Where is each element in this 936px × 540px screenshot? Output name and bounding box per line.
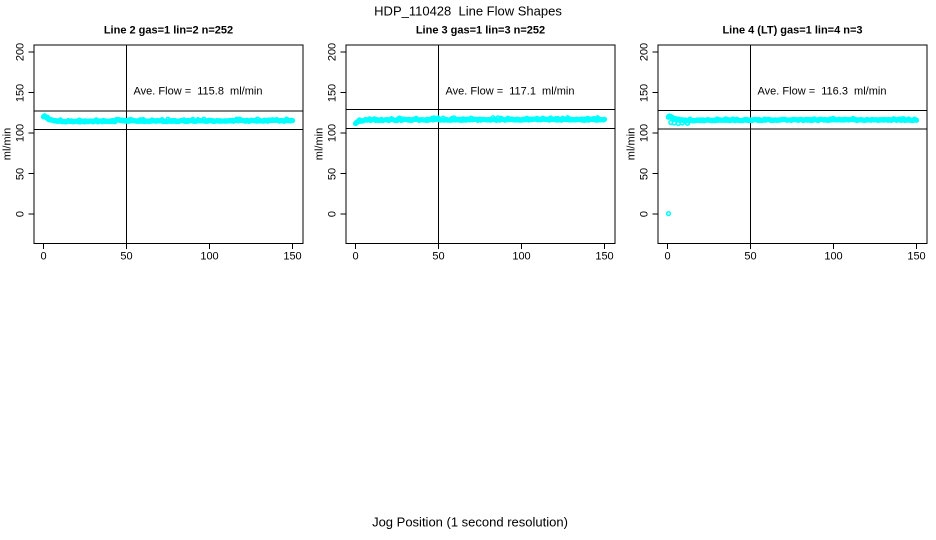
y-tick-label: 150 — [326, 83, 339, 102]
x-tick-label: 150 — [283, 250, 302, 263]
plot-box — [657, 44, 928, 244]
data-point — [601, 116, 608, 122]
y-tick-label: 0 — [326, 210, 339, 218]
panel-title: Line 4 (LT) gas=1 lin=4 n=3 — [722, 24, 863, 37]
data-point — [675, 120, 681, 127]
panel-title: Line 3 gas=1 lin=3 n=252 — [415, 24, 546, 37]
plot-box — [345, 44, 616, 244]
y-tick-label: 0 — [638, 210, 651, 218]
y-tick-label: 200 — [326, 42, 339, 62]
y-axis-label: ml/min — [1, 127, 14, 161]
x-tick-label: 50 — [744, 250, 757, 263]
x-tick-label: 50 — [432, 250, 445, 263]
plot-box — [33, 44, 304, 244]
y-tick-label: 50 — [326, 167, 339, 180]
y-tick-label: 200 — [14, 42, 27, 62]
data-point — [679, 120, 686, 126]
panel-title: Line 2 gas=1 lin=2 n=252 — [103, 24, 234, 37]
x-tick-label: 0 — [664, 250, 671, 263]
ave-flow-annotation: Ave. Flow = 116.3 ml/min — [757, 85, 887, 98]
y-axis-label: ml/min — [625, 127, 638, 161]
x-tick-label: 150 — [595, 250, 614, 263]
y-tick-label: 0 — [14, 210, 27, 218]
data-point — [684, 120, 691, 126]
y-axis-label: ml/min — [313, 127, 326, 161]
x-axis-outer-label: Jog Position (1 second resolution) — [372, 514, 568, 530]
x-tick-label: 0 — [40, 250, 47, 263]
figure-title: HDP_110428 Line Flow Shapes — [374, 3, 562, 19]
x-tick-label: 100 — [512, 250, 531, 263]
ave-flow-annotation: Ave. Flow = 117.1 ml/min — [445, 85, 575, 98]
y-tick-label: 150 — [14, 83, 27, 102]
y-tick-label: 100 — [326, 123, 339, 143]
y-tick-label: 100 — [638, 123, 651, 143]
data-point — [913, 117, 920, 123]
data-point — [665, 210, 672, 217]
y-tick-label: 50 — [14, 167, 27, 180]
data-point — [671, 120, 677, 126]
y-tick-label: 150 — [638, 83, 651, 102]
y-tick-label: 100 — [14, 123, 27, 143]
data-point — [289, 117, 296, 124]
x-tick-label: 100 — [824, 250, 843, 263]
ave-flow-annotation: Ave. Flow = 115.8 ml/min — [133, 85, 263, 98]
x-tick-label: 100 — [200, 250, 219, 263]
x-tick-label: 0 — [352, 250, 359, 263]
x-tick-label: 150 — [907, 250, 926, 263]
x-tick-label: 50 — [120, 250, 133, 263]
y-tick-label: 200 — [638, 42, 651, 62]
y-tick-label: 50 — [638, 167, 651, 180]
